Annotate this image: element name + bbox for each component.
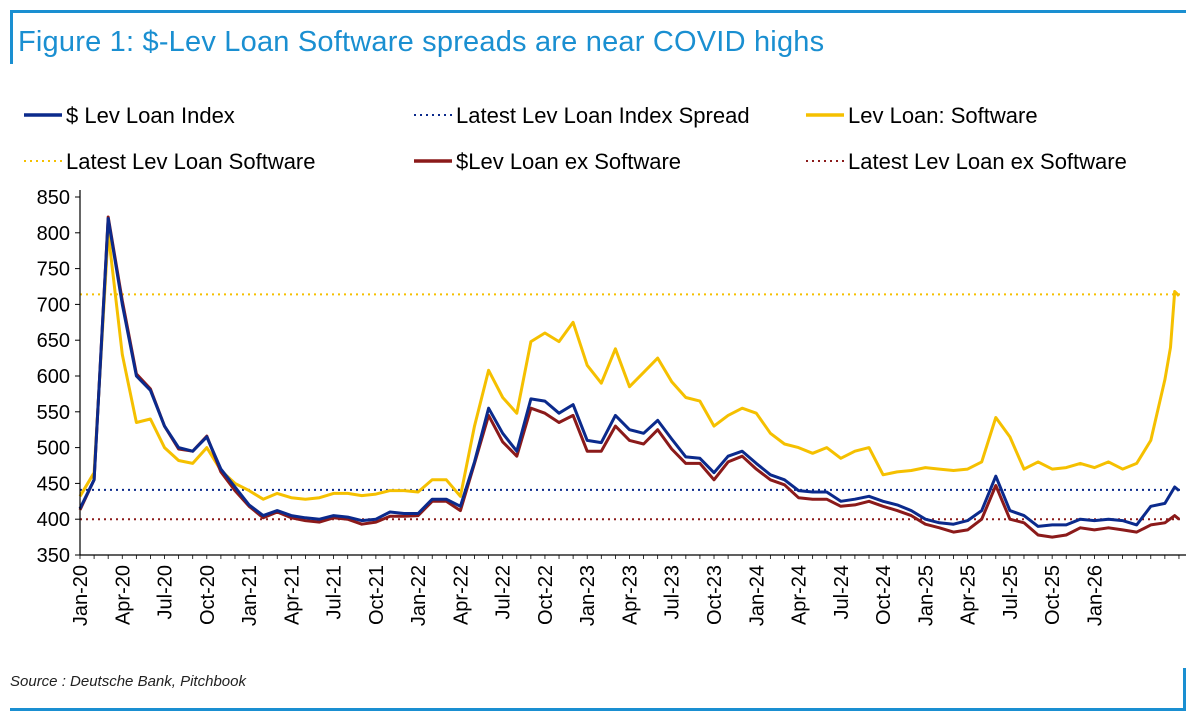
x-tick-label: Jan-21 [239,565,261,626]
y-tick-label: 450 [37,473,70,495]
legend-item: $ Lev Loan Index [24,103,235,128]
y-tick-label: 850 [37,187,70,209]
legend-label: Latest Lev Loan Index Spread [456,103,750,128]
y-tick-label: 400 [37,509,70,531]
right-rule [1183,668,1186,711]
legend-label: $Lev Loan ex Software [456,149,681,174]
x-tick-label: Jul-23 [662,565,684,619]
top-rule [10,10,1186,13]
x-tick-label: Jan-22 [408,565,430,626]
x-tick-label: Jan-25 [915,565,937,626]
y-tick-label: 350 [37,545,70,567]
legend-item: Latest Lev Loan Software [24,149,316,174]
x-tick-label: Jul-25 [1000,565,1022,619]
x-tick-label: Jan-26 [1084,565,1106,626]
x-tick-label: Apr-25 [958,565,980,625]
left-rule [10,10,13,64]
x-tick-label: Jul-20 [155,565,177,619]
y-tick-label: 600 [37,366,70,388]
x-tick-label: Oct-24 [873,565,895,625]
y-tick-label: 700 [37,294,70,316]
x-tick-label: Apr-20 [112,565,134,625]
legend-item: Lev Loan: Software [806,103,1038,128]
x-tick-label: Apr-22 [450,565,472,625]
legend-label: $ Lev Loan Index [66,103,235,128]
series-line--lev-loan-ex-software [78,215,1180,539]
x-tick-label: Apr-24 [789,565,811,625]
x-tick-label: Jul-21 [324,565,346,619]
source-note: Source : Deutsche Bank, Pitchbook [10,673,246,690]
series-line-lev-loan-software [78,231,1181,501]
x-tick-label: Jul-24 [831,565,853,619]
figure-title: Figure 1: $-Lev Loan Software spreads ar… [18,26,825,58]
x-tick-label: Oct-25 [1042,565,1064,625]
legend-label: Latest Lev Loan ex Software [848,149,1127,174]
x-tick-label: Oct-23 [704,565,726,625]
y-tick-label: 550 [37,402,70,424]
x-tick-label: Oct-20 [197,565,219,625]
y-tick-label: 650 [37,330,70,352]
x-tick-label: Jan-24 [746,565,768,626]
chart-legend: $ Lev Loan Index Latest Lev Loan Index Sp… [24,103,1127,174]
bottom-rule [10,708,1186,711]
x-tick-label: Jan-23 [577,565,599,626]
x-tick-label: Jan-20 [70,565,92,626]
legend-item: $Lev Loan ex Software [414,149,681,174]
plot-area [78,215,1184,539]
legend-item: Latest Lev Loan Index Spread [414,103,750,128]
x-tick-label: Apr-23 [619,565,641,625]
y-tick-label: 800 [37,223,70,245]
legend-label: Lev Loan: Software [848,103,1038,128]
legend-label: Latest Lev Loan Software [66,149,316,174]
x-tick-label: Oct-22 [535,565,557,625]
series-line--lev-loan-index [78,217,1180,528]
legend-item: Latest Lev Loan ex Software [806,149,1127,174]
axes: 350 400 450 500 550 600 650 700 750 800 850 Jan-20 A… [37,187,1186,626]
y-tick-label: 750 [37,259,70,281]
x-tick-label: Oct-21 [366,565,388,625]
x-tick-label: Apr-21 [281,565,303,625]
y-tick-label: 500 [37,438,70,460]
x-tick-label: Jul-22 [493,565,515,619]
